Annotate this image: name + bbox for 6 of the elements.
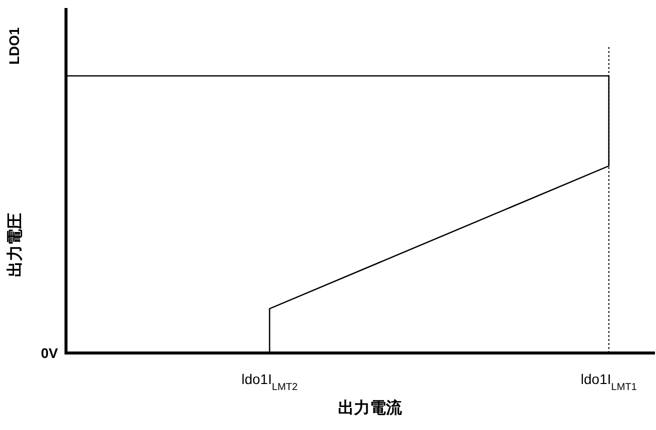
y-axis-title: 出力電圧 [6, 213, 24, 277]
text: LDO1 [6, 27, 22, 65]
x-axis-title: 出力電流 [338, 398, 403, 417]
x-tick-label: ldo1I$_{LMT1}$ [580, 371, 638, 392]
text: 0V [40, 345, 59, 361]
x-tick-label: ldo1I$_{LMT2}$ [242, 371, 298, 392]
